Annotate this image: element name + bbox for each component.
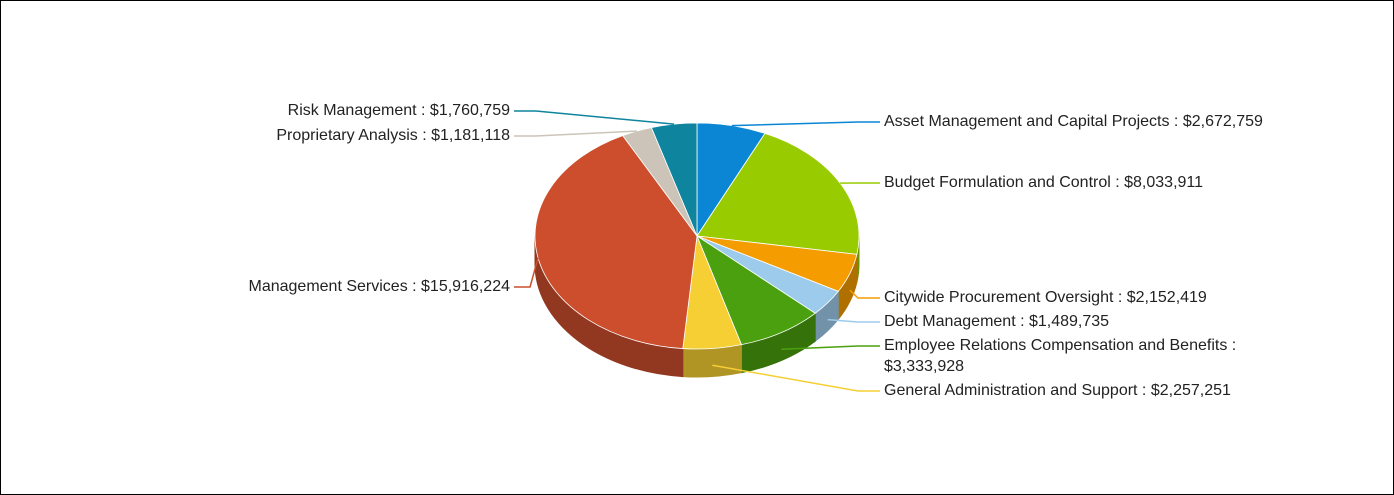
- data-label: Proprietary Analysis : $1,181,118: [276, 127, 510, 144]
- data-label: Risk Management : $1,760,759: [288, 102, 510, 119]
- data-label-line: $3,333,928: [884, 358, 964, 375]
- data-label: Budget Formulation and Control : $8,033,…: [884, 174, 1203, 191]
- leader-line: [781, 345, 880, 351]
- leader-line: [731, 121, 880, 127]
- data-label: Asset Management and Capital Projects : …: [884, 113, 1263, 130]
- slice-side: [682, 344, 742, 378]
- data-label: Citywide Procurement Oversight : $2,152,…: [884, 289, 1207, 306]
- data-label: Management Services : $15,916,224: [249, 278, 511, 295]
- slice: [650, 122, 698, 237]
- leader-line: [827, 318, 880, 323]
- data-label: General Administration and Support : $2,…: [884, 382, 1231, 399]
- data-label: Debt Management : $1,489,735: [884, 313, 1109, 330]
- slice: [696, 234, 816, 346]
- data-label-line: Employee Relations Compensation and Bene…: [884, 337, 1236, 354]
- leader-line: [514, 257, 539, 288]
- leader-line: [712, 364, 880, 392]
- data-label: Employee Relations Compensation and Bene…: [884, 337, 1236, 375]
- leader-line: [849, 289, 880, 299]
- leader-line: [514, 130, 637, 137]
- leader-line: [514, 110, 675, 125]
